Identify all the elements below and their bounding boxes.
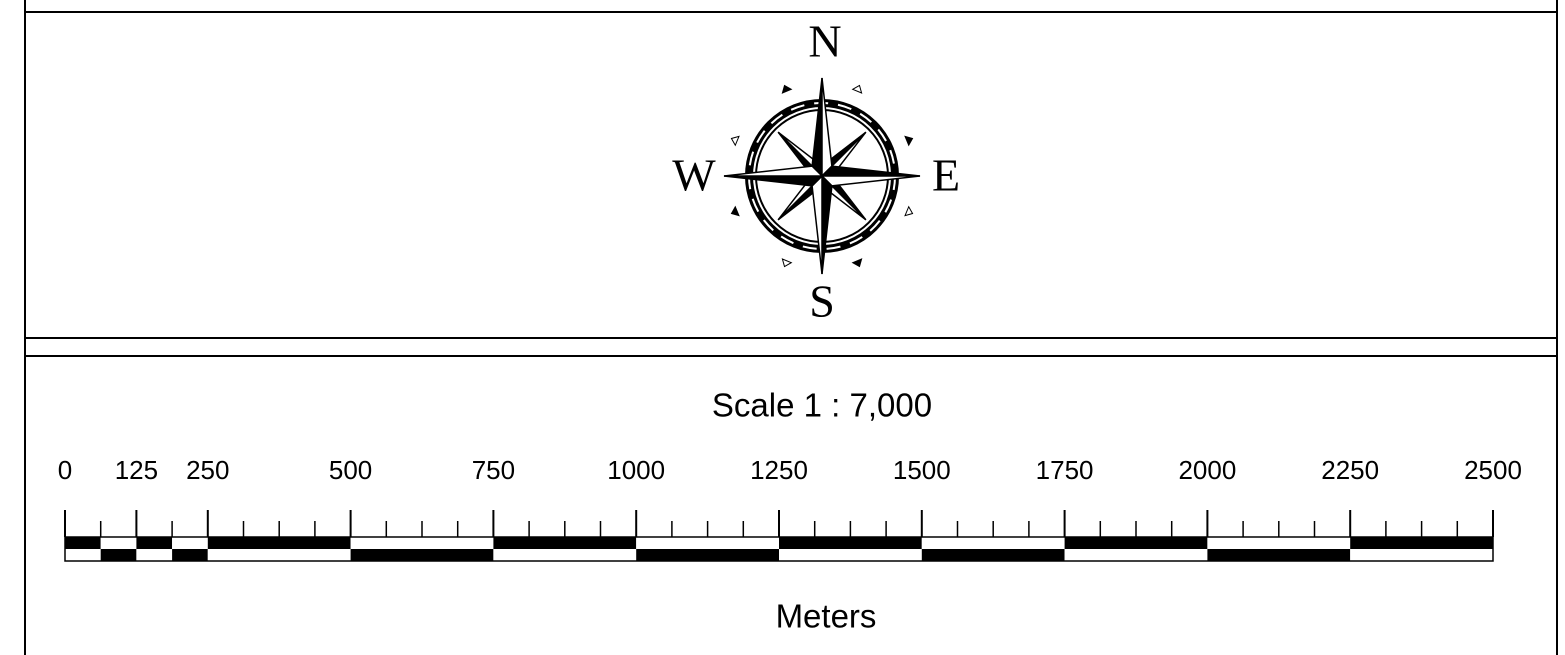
north-label: N [808, 16, 841, 67]
compass-point-right [821, 77, 833, 178]
scale-bar: 0 125 250 500 750 1000 1250 1500 1750 2000 2250 250… [58, 455, 1522, 562]
scale-tick-label: 250 [186, 455, 229, 485]
west-label: W [672, 150, 716, 201]
scale-tick-label: 2250 [1321, 455, 1379, 485]
compass-point-left [811, 77, 823, 178]
scale-segment-bottom [1207, 549, 1351, 561]
scale-segment-bottom [100, 549, 137, 561]
scale-segment-bottom [636, 549, 779, 561]
south-label: S [809, 276, 835, 327]
scale-tick-label: 1750 [1036, 455, 1094, 485]
compass-rose [723, 77, 921, 275]
scale-tick-label: 750 [472, 455, 515, 485]
scale-segment-bottom [1064, 549, 1208, 561]
scale-segment-bottom [172, 549, 208, 561]
scale-segment-top [207, 537, 351, 549]
scale-segment-top [172, 537, 208, 549]
frame [24, 0, 1558, 655]
scale-segment-top [1350, 537, 1493, 549]
scale-segment-top [1207, 537, 1351, 549]
scale-tick-label: 2500 [1464, 455, 1522, 485]
scale-tick-label: 0 [58, 455, 72, 485]
scale-title: Scale 1 : 7,000 [712, 387, 932, 424]
scale-units: Meters [776, 598, 877, 635]
scale-segment-top [493, 537, 637, 549]
scale-segment-bottom [136, 549, 173, 561]
compass-tick [851, 84, 863, 94]
compass-point-right [811, 174, 823, 275]
scale-segment-bottom [1350, 549, 1493, 561]
scale-tick-label: 1000 [607, 455, 665, 485]
compass-point-left [821, 174, 833, 275]
scale-tick-label: 1250 [750, 455, 808, 485]
scale-tick-label: 125 [115, 455, 158, 485]
scale-segment-top [65, 537, 101, 549]
scale-segment-top [779, 537, 922, 549]
compass-tick [904, 135, 914, 147]
east-label: E [932, 150, 960, 201]
scale-segment-bottom [779, 549, 922, 561]
compass-tick [904, 205, 914, 217]
compass-tick [730, 135, 740, 147]
compass-point-left [723, 175, 824, 187]
scale-segment-bottom [493, 549, 637, 561]
scale-tick-label: 500 [329, 455, 372, 485]
scale-outline [64, 536, 1494, 562]
compass-tick [781, 258, 793, 268]
compass-point-right [723, 165, 824, 177]
scale-segment-top [921, 537, 1065, 549]
scale-segment-top [136, 537, 173, 549]
scale-segment-bottom [207, 549, 351, 561]
compass-point-left [820, 165, 921, 177]
compass-tick [781, 84, 793, 94]
scale-tick-label: 2000 [1178, 455, 1236, 485]
scale-segment-bottom [350, 549, 494, 561]
compass-tick [730, 205, 740, 217]
compass-point-right [820, 175, 921, 187]
scale-segment-top [350, 537, 494, 549]
compass-tick [851, 258, 863, 268]
scale-segment-bottom [921, 549, 1065, 561]
scale-segment-top [100, 537, 137, 549]
scale-segment-bottom [65, 549, 101, 561]
scale-tick-label: 1500 [893, 455, 951, 485]
scale-segment-top [1064, 537, 1208, 549]
scale-segment-top [636, 537, 779, 549]
